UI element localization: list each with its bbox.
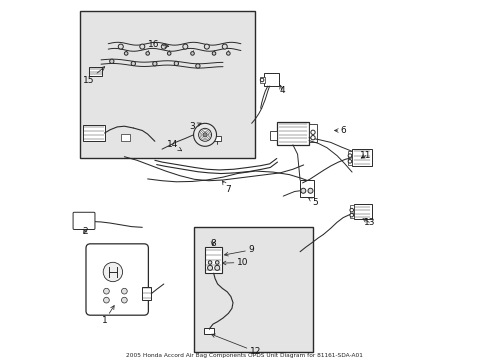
Text: 2005 Honda Accord Air Bag Components OPDS Unit Diagram for 81161-SDA-A01: 2005 Honda Accord Air Bag Components OPD… xyxy=(126,352,362,357)
Circle shape xyxy=(260,78,264,82)
Bar xyxy=(142,287,151,300)
Bar xyxy=(351,149,371,166)
Text: 7: 7 xyxy=(222,181,231,194)
Circle shape xyxy=(307,188,312,193)
Text: 8: 8 xyxy=(210,239,215,248)
Text: 1: 1 xyxy=(102,306,114,325)
Bar xyxy=(308,124,316,142)
Text: 9: 9 xyxy=(224,246,253,256)
Bar xyxy=(80,12,255,158)
Circle shape xyxy=(109,59,114,63)
Text: 12: 12 xyxy=(211,334,261,356)
Circle shape xyxy=(300,188,305,193)
Bar xyxy=(121,134,129,140)
Circle shape xyxy=(118,44,123,49)
Circle shape xyxy=(226,51,230,55)
Circle shape xyxy=(174,61,178,66)
Text: 5: 5 xyxy=(308,197,318,207)
Text: 11: 11 xyxy=(359,151,371,160)
FancyBboxPatch shape xyxy=(73,212,95,229)
Circle shape xyxy=(167,51,171,55)
Circle shape xyxy=(131,62,135,66)
Circle shape xyxy=(183,44,187,49)
Bar xyxy=(300,180,313,197)
Circle shape xyxy=(207,265,212,270)
Circle shape xyxy=(161,44,166,49)
Text: 13: 13 xyxy=(362,218,374,227)
Circle shape xyxy=(203,133,207,137)
Text: 14: 14 xyxy=(167,140,182,151)
Circle shape xyxy=(190,51,194,55)
Text: 16: 16 xyxy=(148,40,168,49)
Circle shape xyxy=(347,159,351,163)
Bar xyxy=(212,135,221,141)
FancyBboxPatch shape xyxy=(86,244,148,315)
Circle shape xyxy=(103,262,122,282)
Bar xyxy=(270,131,276,140)
Circle shape xyxy=(310,135,314,140)
Bar xyxy=(204,247,222,273)
Circle shape xyxy=(124,51,128,55)
Text: 15: 15 xyxy=(82,67,104,85)
Circle shape xyxy=(208,261,211,264)
Bar xyxy=(347,150,352,165)
Circle shape xyxy=(349,208,353,212)
Circle shape xyxy=(103,297,109,303)
Circle shape xyxy=(214,265,219,270)
Bar xyxy=(260,77,264,83)
Bar xyxy=(88,67,102,76)
Circle shape xyxy=(140,44,144,49)
Circle shape xyxy=(310,130,314,134)
Circle shape xyxy=(198,129,211,141)
Circle shape xyxy=(347,154,351,157)
Bar xyxy=(204,328,214,334)
Text: 2: 2 xyxy=(82,228,87,237)
Circle shape xyxy=(103,288,109,294)
Bar xyxy=(76,214,94,227)
Bar xyxy=(276,122,308,145)
Text: 6: 6 xyxy=(334,126,346,135)
Circle shape xyxy=(222,44,227,49)
Text: 10: 10 xyxy=(222,258,247,267)
Circle shape xyxy=(121,297,127,303)
Text: 4: 4 xyxy=(279,85,285,95)
Bar xyxy=(349,206,353,218)
Circle shape xyxy=(193,123,216,146)
Text: 3: 3 xyxy=(189,122,201,131)
Bar xyxy=(83,126,104,140)
Circle shape xyxy=(121,288,127,294)
Bar xyxy=(264,73,279,86)
Circle shape xyxy=(195,64,200,68)
Bar xyxy=(194,226,312,352)
Bar xyxy=(353,204,371,220)
Circle shape xyxy=(215,261,219,264)
Circle shape xyxy=(204,44,209,49)
Circle shape xyxy=(349,213,353,217)
Circle shape xyxy=(152,62,157,66)
Circle shape xyxy=(145,51,149,55)
Circle shape xyxy=(212,51,215,55)
